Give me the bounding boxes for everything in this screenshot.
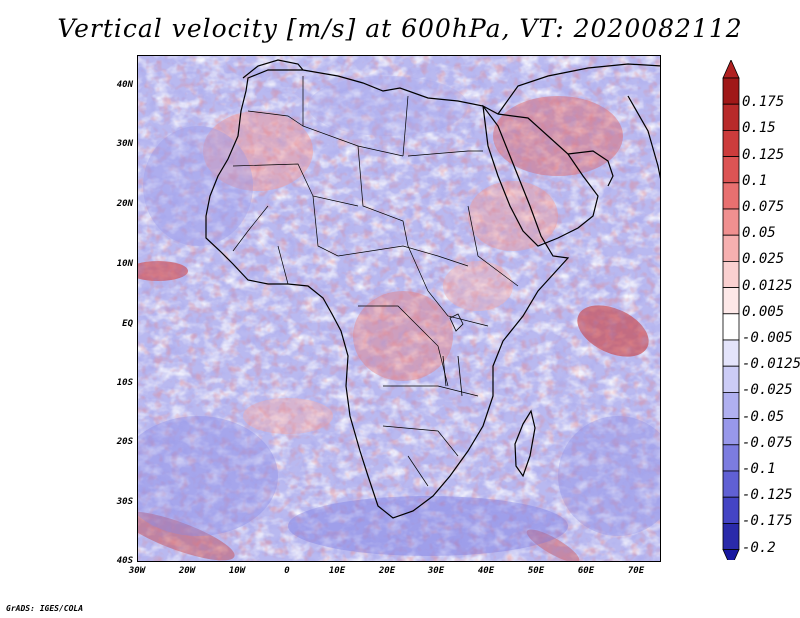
coastlines (205, 59, 660, 519)
colorbar-box (722, 130, 740, 158)
colorbar-box (722, 365, 740, 393)
downward-motion-regions (138, 56, 660, 561)
colorbar-box (722, 496, 740, 524)
lon-label-50e: 50E (527, 566, 545, 576)
lat-label-30s: 30S (116, 497, 133, 507)
lat-label-eq: EQ (122, 319, 133, 329)
lon-label-60e: 60E (577, 566, 595, 576)
middle-east-coastline (497, 63, 660, 115)
lon-label-30e: 30E (427, 566, 445, 576)
africa-coastline (205, 69, 570, 519)
colorbar-top-arrow (722, 60, 740, 79)
colorbar-label: 0.0125 (742, 277, 793, 294)
country-borders (232, 76, 519, 487)
colorbar-box (722, 260, 740, 288)
colorbar-label: -0.125 (742, 487, 793, 504)
colorbar-box (722, 234, 740, 262)
colorbar-box (722, 339, 740, 367)
colorbar-label: 0.175 (742, 94, 785, 111)
lon-label-20w: 20W (178, 566, 196, 576)
lon-label-30w: 30W (128, 566, 146, 576)
colorbar-boxes (722, 60, 740, 560)
map-title: Vertical velocity [m/s] at 600hPa, VT: 2… (57, 14, 743, 43)
lat-label-40s: 40S (116, 556, 133, 566)
colorbar-label: -0.025 (742, 382, 793, 399)
lon-label-10e: 10E (328, 566, 346, 576)
colorbar-label: -0.005 (742, 330, 793, 346)
arabia-coastline (482, 104, 599, 247)
grads-credit: GrADS: IGES/COLA (6, 604, 84, 613)
map-frame (137, 55, 661, 562)
colorbar-box (722, 313, 740, 341)
colorbar-box (722, 470, 740, 498)
lon-label-70e: 70E (627, 566, 645, 576)
colorbar-bottom-arrow (722, 549, 740, 560)
persian-gulf (567, 150, 614, 187)
india-coast (627, 95, 660, 180)
colorbar-box (722, 156, 740, 184)
colorbar-box (722, 182, 740, 210)
colorbar-label: -0.1 (742, 461, 776, 477)
lat-label-10s: 10S (116, 378, 133, 388)
colorbar-label: -0.2 (742, 539, 776, 556)
lon-label-40e: 40E (477, 566, 495, 576)
lat-label-20n: 20N (116, 199, 133, 209)
colorbar-label: 0.005 (742, 303, 785, 320)
colorbar-label: -0.075 (742, 434, 793, 451)
lakes (442, 313, 464, 397)
colorbar-label: 0.05 (742, 225, 776, 242)
madagascar (514, 409, 536, 478)
velocity-map (138, 56, 660, 561)
lat-label-40n: 40N (116, 80, 133, 90)
lon-label-0: 0 (284, 566, 290, 576)
colorbar-box (722, 208, 740, 236)
colorbar-box (722, 287, 740, 315)
colorbar-box (722, 77, 740, 105)
colorbar (722, 60, 740, 560)
lat-label-30n: 30N (116, 139, 133, 149)
colorbar-box (722, 391, 740, 419)
colorbar-label: 0.025 (742, 251, 785, 268)
lat-label-20s: 20S (116, 437, 133, 447)
colorbar-label: -0.175 (742, 513, 793, 530)
colorbar-box (722, 418, 740, 446)
colorbar-label: 0.15 (742, 120, 776, 137)
colorbar-box (722, 444, 740, 472)
lon-label-20e: 20E (378, 566, 396, 576)
colorbar-label: 0.125 (742, 146, 785, 163)
colorbar-label: 0.075 (742, 199, 785, 215)
colorbar-label: -0.05 (742, 408, 785, 425)
colorbar-label: 0.1 (742, 172, 768, 189)
lat-label-10n: 10N (116, 259, 133, 269)
colorbar-box (722, 522, 740, 550)
lon-label-10w: 10W (228, 566, 246, 576)
colorbar-label: -0.0125 (742, 356, 800, 373)
colorbar-box (722, 103, 740, 131)
iberia-coastline (242, 59, 304, 79)
